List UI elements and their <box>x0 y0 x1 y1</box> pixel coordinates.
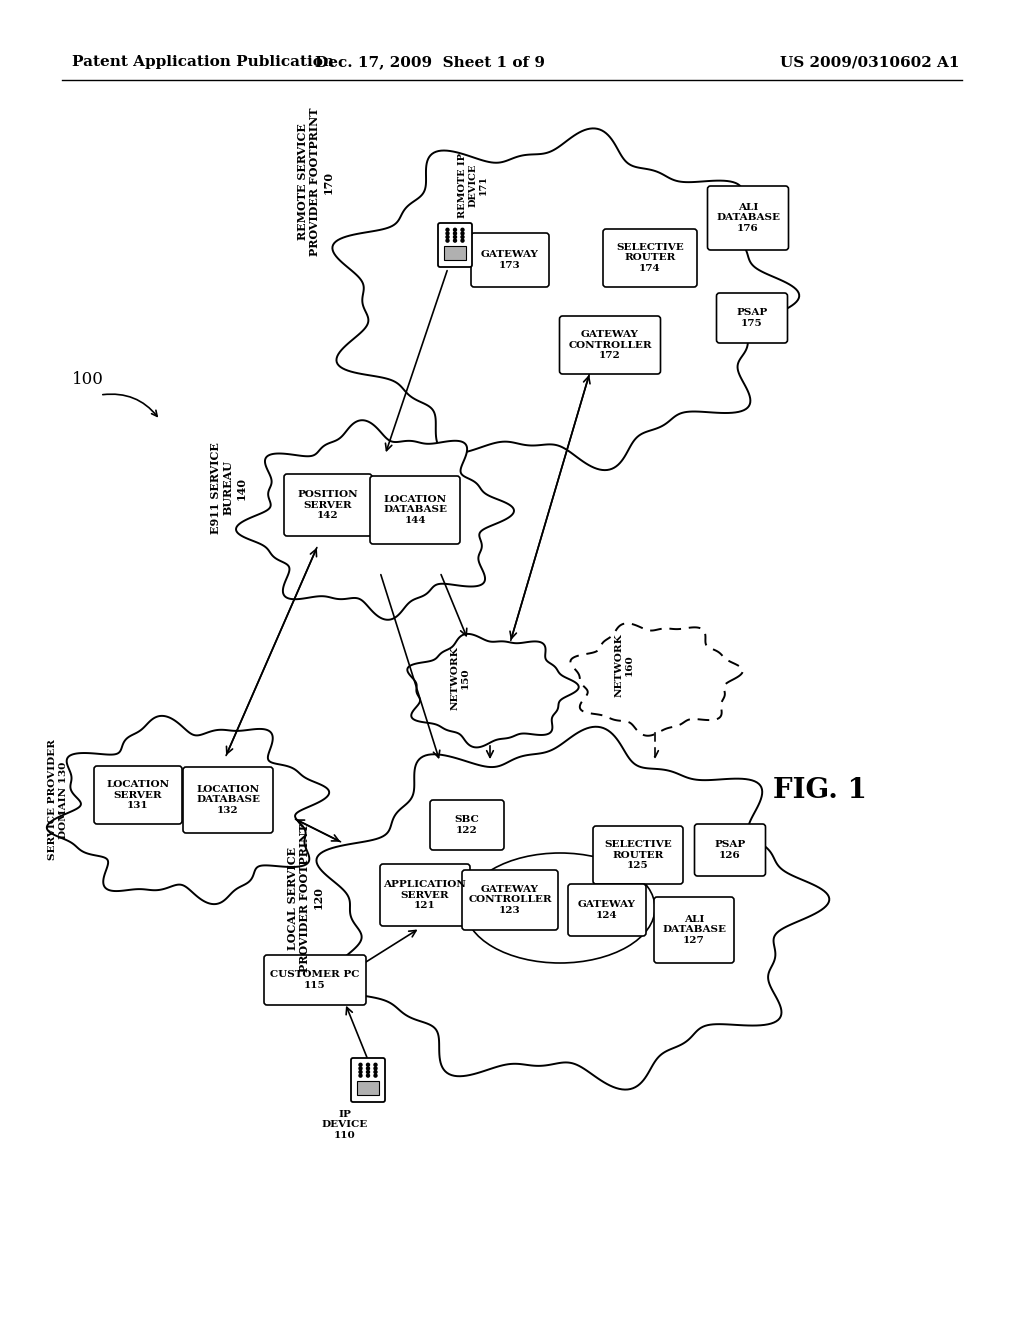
Text: SELECTIVE
ROUTER
125: SELECTIVE ROUTER 125 <box>604 840 672 870</box>
FancyBboxPatch shape <box>370 477 460 544</box>
FancyBboxPatch shape <box>462 870 558 931</box>
FancyBboxPatch shape <box>568 884 646 936</box>
FancyBboxPatch shape <box>264 954 366 1005</box>
Text: GATEWAY
CONTROLLER
172: GATEWAY CONTROLLER 172 <box>568 330 652 360</box>
Circle shape <box>461 239 464 242</box>
Text: CUSTOMER PC
115: CUSTOMER PC 115 <box>270 970 359 990</box>
Text: GATEWAY
CONTROLLER
123: GATEWAY CONTROLLER 123 <box>468 886 552 915</box>
Text: PSAP
175: PSAP 175 <box>736 309 768 327</box>
Circle shape <box>461 228 464 231</box>
Polygon shape <box>316 727 829 1089</box>
Polygon shape <box>47 715 329 904</box>
Circle shape <box>367 1074 370 1077</box>
Text: NETWORK
160: NETWORK 160 <box>614 634 634 697</box>
Text: Patent Application Publication: Patent Application Publication <box>72 55 334 69</box>
FancyBboxPatch shape <box>284 474 372 536</box>
Text: GATEWAY
173: GATEWAY 173 <box>481 251 539 269</box>
Text: GATEWAY
124: GATEWAY 124 <box>579 900 636 920</box>
Text: REMOTE IP
DEVICE
171: REMOTE IP DEVICE 171 <box>458 153 487 218</box>
FancyBboxPatch shape <box>94 766 182 824</box>
Text: US 2009/0310602 A1: US 2009/0310602 A1 <box>780 55 961 69</box>
Circle shape <box>454 228 457 231</box>
Ellipse shape <box>465 853 655 964</box>
Circle shape <box>359 1064 362 1067</box>
Text: NETWORK
150: NETWORK 150 <box>451 645 470 710</box>
Text: LOCATION
DATABASE
132: LOCATION DATABASE 132 <box>196 785 260 814</box>
FancyBboxPatch shape <box>438 223 472 267</box>
Text: SERVICE PROVIDER
DOMAIN 130: SERVICE PROVIDER DOMAIN 130 <box>48 739 68 861</box>
Text: PSAP
126: PSAP 126 <box>715 841 745 859</box>
Circle shape <box>461 235 464 239</box>
Text: LOCAL SERVICE
PROVIDER FOOTPRINT
120: LOCAL SERVICE PROVIDER FOOTPRINT 120 <box>287 824 324 973</box>
Text: LOCATION
DATABASE
144: LOCATION DATABASE 144 <box>383 495 447 525</box>
Circle shape <box>359 1074 362 1077</box>
Circle shape <box>367 1067 370 1071</box>
FancyBboxPatch shape <box>603 228 697 286</box>
Polygon shape <box>333 128 799 470</box>
FancyBboxPatch shape <box>380 865 470 927</box>
Circle shape <box>454 232 457 235</box>
Polygon shape <box>408 634 579 747</box>
Circle shape <box>367 1064 370 1067</box>
Text: IP
DEVICE
110: IP DEVICE 110 <box>322 1110 368 1139</box>
FancyBboxPatch shape <box>351 1059 385 1102</box>
FancyBboxPatch shape <box>471 234 549 286</box>
Circle shape <box>461 232 464 235</box>
FancyBboxPatch shape <box>717 293 787 343</box>
Circle shape <box>374 1071 377 1073</box>
Circle shape <box>374 1074 377 1077</box>
FancyBboxPatch shape <box>694 824 766 876</box>
Text: 100: 100 <box>72 371 104 388</box>
Circle shape <box>367 1071 370 1073</box>
Text: REMOTE SERVICE
PROVIDER FOOTPRINT
170: REMOTE SERVICE PROVIDER FOOTPRINT 170 <box>297 108 333 256</box>
Circle shape <box>374 1067 377 1071</box>
Circle shape <box>446 228 449 231</box>
Bar <box>444 246 466 260</box>
FancyBboxPatch shape <box>430 800 504 850</box>
Text: E911 SERVICE
BUREAU
140: E911 SERVICE BUREAU 140 <box>210 442 247 533</box>
Text: SELECTIVE
ROUTER
174: SELECTIVE ROUTER 174 <box>616 243 684 273</box>
Polygon shape <box>236 420 514 620</box>
FancyBboxPatch shape <box>593 826 683 884</box>
Text: Dec. 17, 2009  Sheet 1 of 9: Dec. 17, 2009 Sheet 1 of 9 <box>315 55 545 69</box>
Text: POSITION
SERVER
142: POSITION SERVER 142 <box>298 490 358 520</box>
FancyBboxPatch shape <box>708 186 788 249</box>
Circle shape <box>454 235 457 239</box>
Circle shape <box>446 232 449 235</box>
Polygon shape <box>570 623 742 735</box>
FancyBboxPatch shape <box>654 898 734 964</box>
Circle shape <box>359 1067 362 1071</box>
Text: SBC
122: SBC 122 <box>455 816 479 834</box>
FancyBboxPatch shape <box>183 767 273 833</box>
Circle shape <box>359 1071 362 1073</box>
Text: FIG. 1: FIG. 1 <box>773 776 867 804</box>
FancyBboxPatch shape <box>559 315 660 374</box>
Circle shape <box>454 239 457 242</box>
Text: LOCATION
SERVER
131: LOCATION SERVER 131 <box>106 780 170 810</box>
Bar <box>357 1081 379 1096</box>
Text: ALI
DATABASE
127: ALI DATABASE 127 <box>662 915 726 945</box>
Circle shape <box>374 1064 377 1067</box>
Circle shape <box>446 235 449 239</box>
Circle shape <box>446 239 449 242</box>
Text: APPLICATION
SERVER
121: APPLICATION SERVER 121 <box>384 880 467 909</box>
Text: ALI
DATABASE
176: ALI DATABASE 176 <box>716 203 780 232</box>
